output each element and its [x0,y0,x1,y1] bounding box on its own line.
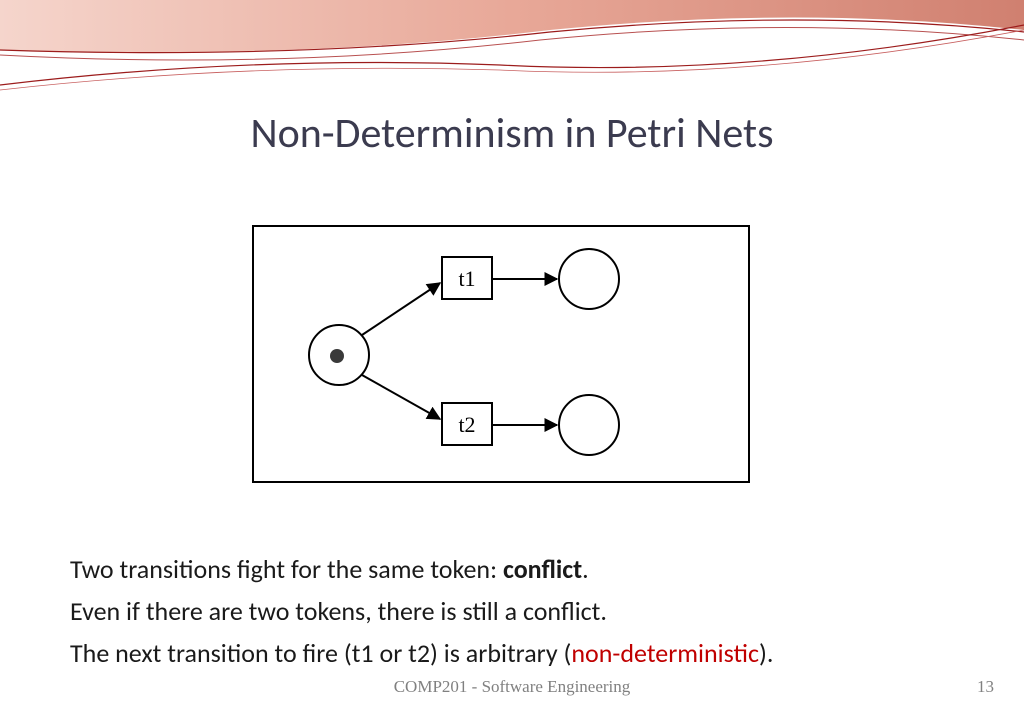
header-decoration [0,0,1024,120]
body-line-3-red: non-deterministic [571,637,759,669]
slide-title: Non-Determinism in Petri Nets [0,108,1024,159]
footer-page-number: 13 [977,677,994,697]
t1-label: t1 [458,266,475,291]
body-line-1-post: . [582,553,589,585]
body-line-2: Even if there are two tokens, there is s… [70,592,607,631]
out-place-1 [559,249,619,309]
body-line-1-pre: Two transitions fight for the same token… [70,553,503,585]
body-line-1: Two transitions fight for the same token… [70,550,589,589]
t2-label: t2 [458,412,475,437]
body-line-1-bold: conflict [503,553,582,585]
out-place-2 [559,395,619,455]
arc-source-t2 [362,375,440,419]
token [330,349,344,363]
petri-net-diagram: t1 t2 [252,225,750,483]
arc-source-t1 [362,283,440,335]
body-line-3: The next transition to fire (t1 or t2) i… [70,634,773,673]
footer-course: COMP201 - Software Engineering [0,677,1024,697]
body-line-3-post: ). [759,637,773,669]
body-line-3-pre: The next transition to fire (t1 or t2) i… [70,637,571,669]
